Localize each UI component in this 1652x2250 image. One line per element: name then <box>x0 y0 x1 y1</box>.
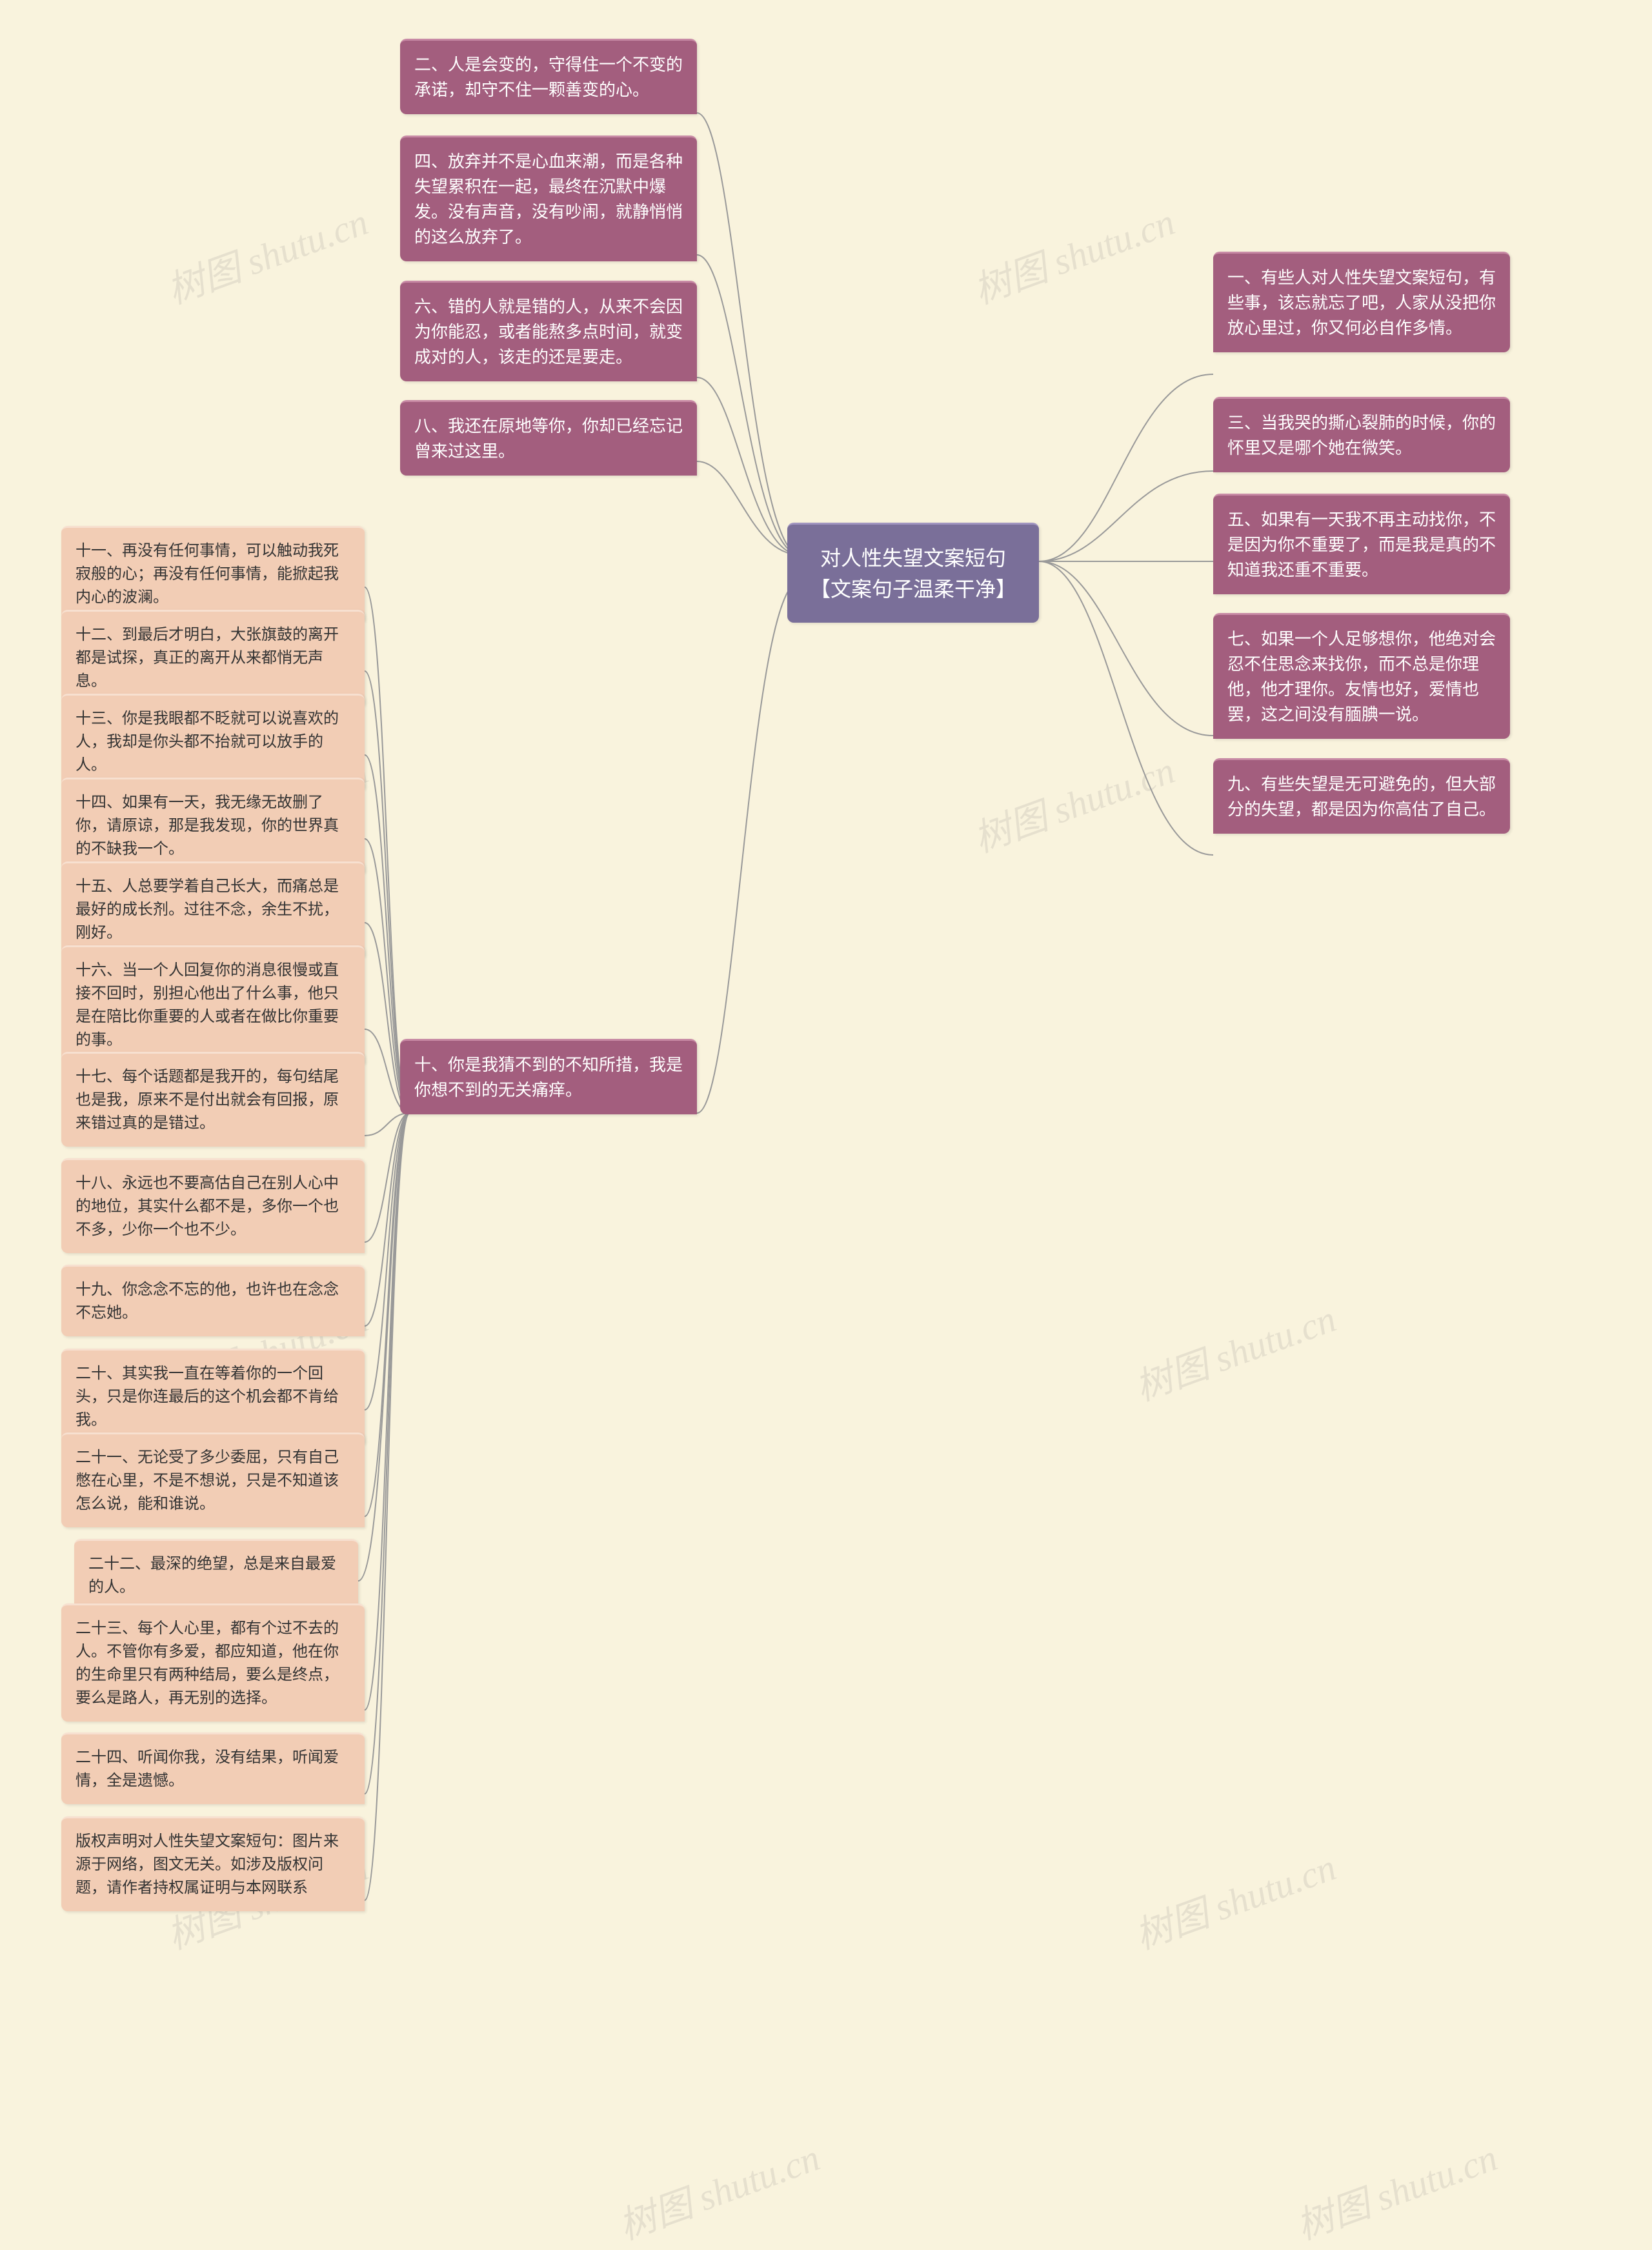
node-item-11[interactable]: 十一、再没有任何事情，可以触动我死寂般的心；再没有任何事情，能掀起我内心的波澜。 <box>61 526 365 621</box>
node-item-7[interactable]: 七、如果一个人足够想你，他绝对会忍不住思念来找你，而不总是你理他，他才理你。友情… <box>1213 613 1510 739</box>
node-item-13[interactable]: 十三、你是我眼都不眨就可以说喜欢的人，我却是你头都不抬就可以放手的人。 <box>61 694 365 789</box>
node-item-22[interactable]: 二十二、最深的绝望，总是来自最爱的人。 <box>74 1539 358 1611</box>
node-item-copyright[interactable]: 版权声明对人性失望文案短句：图片来源于网络，图文无关。如涉及版权问题，请作者持权… <box>61 1816 365 1911</box>
watermark: 树图 shutu.cn <box>1126 1837 1342 1960</box>
node-item-5[interactable]: 五、如果有一天我不再主动找你，不是因为你不重要了，而是我是真的不知道我还重不重要… <box>1213 494 1510 594</box>
node-item-18[interactable]: 十八、永远也不要高估自己在别人心中的地位，其实什么都不是，多你一个也不多，少你一… <box>61 1158 365 1253</box>
watermark: 树图 shutu.cn <box>158 192 374 314</box>
watermark: 树图 shutu.cn <box>610 2127 826 2250</box>
node-item-20[interactable]: 二十、其实我一直在等着你的一个回头，只是你连最后的这个机会都不肯给我。 <box>61 1349 365 1443</box>
node-item-1[interactable]: 一、有些人对人性失望文案短句，有些事，该忘就忘了吧，人家从没把你放心里过，你又何… <box>1213 252 1510 352</box>
node-item-6[interactable]: 六、错的人就是错的人，从来不会因为你能忍，或者能熬多点时间，就变成对的人，该走的… <box>400 281 697 381</box>
node-item-15[interactable]: 十五、人总要学着自己长大，而痛总是最好的成长剂。过往不念，余生不扰，刚好。 <box>61 861 365 956</box>
node-item-12[interactable]: 十二、到最后才明白，大张旗鼓的离开都是试探，真正的离开从来都悄无声息。 <box>61 610 365 705</box>
central-node[interactable]: 对人性失望文案短句【文案句子温柔干净】 <box>787 523 1039 623</box>
node-item-3[interactable]: 三、当我哭的撕心裂肺的时候，你的怀里又是哪个她在微笑。 <box>1213 397 1510 472</box>
node-item-9[interactable]: 九、有些失望是无可避免的，但大部分的失望，都是因为你高估了自己。 <box>1213 758 1510 834</box>
watermark: 树图 shutu.cn <box>1287 2127 1504 2250</box>
watermark: 树图 shutu.cn <box>965 192 1181 314</box>
node-item-19[interactable]: 十九、你念念不忘的他，也许也在念念不忘她。 <box>61 1265 365 1336</box>
watermark: 树图 shutu.cn <box>965 740 1181 863</box>
node-item-4[interactable]: 四、放弃并不是心血来潮，而是各种失望累积在一起，最终在沉默中爆发。没有声音，没有… <box>400 136 697 261</box>
node-item-17[interactable]: 十七、每个话题都是我开的，每句结尾也是我，原来不是付出就会有回报，原来错过真的是… <box>61 1052 365 1147</box>
node-item-21[interactable]: 二十一、无论受了多少委屈，只有自己憋在心里，不是不想说，只是不知道该怎么说，能和… <box>61 1432 365 1527</box>
node-item-2[interactable]: 二、人是会变的，守得住一个不变的承诺，却守不住一颗善变的心。 <box>400 39 697 114</box>
node-item-23[interactable]: 二十三、每个人心里，都有个过不去的人。不管你有多爱，都应知道，他在你的生命里只有… <box>61 1603 365 1722</box>
node-item-14[interactable]: 十四、如果有一天，我无缘无故删了你，请原谅，那是我发现，你的世界真的不缺我一个。 <box>61 778 365 872</box>
node-item-24[interactable]: 二十四、听闻你我，没有结果，听闻爱情，全是遗憾。 <box>61 1733 365 1804</box>
node-item-16[interactable]: 十六、当一个人回复你的消息很慢或直接不回时，别担心他出了什么事，他只是在陪比你重… <box>61 945 365 1063</box>
node-item-8[interactable]: 八、我还在原地等你，你却已经忘记曾来过这里。 <box>400 400 697 476</box>
node-item-10[interactable]: 十、你是我猜不到的不知所措，我是你想不到的无关痛痒。 <box>400 1039 697 1114</box>
watermark: 树图 shutu.cn <box>1126 1289 1342 1411</box>
